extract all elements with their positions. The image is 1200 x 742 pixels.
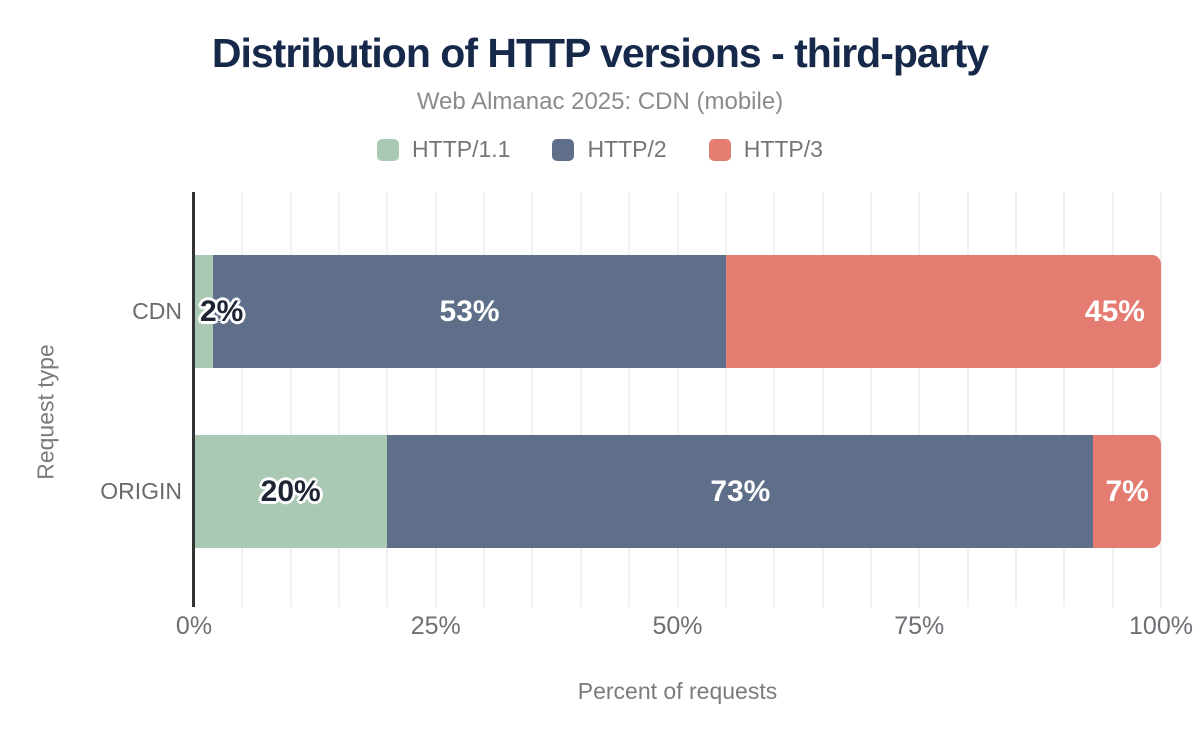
- legend-swatch-icon: [708, 138, 731, 161]
- gridline-15: [338, 192, 341, 607]
- gridline-95: [1111, 192, 1114, 607]
- bar-value-label: 7%: [1105, 474, 1149, 508]
- legend-swatch-icon: [552, 138, 575, 161]
- gridline-90: [1063, 192, 1066, 607]
- gridline-20: [386, 192, 389, 607]
- bar-segment-origin-http-2: 73%: [387, 435, 1094, 548]
- gridline-45: [628, 192, 631, 607]
- legend-label: HTTP/1.1: [412, 136, 511, 162]
- bar-segment-cdn-http-2: 53%: [213, 255, 726, 368]
- y-axis-line: [192, 192, 195, 607]
- bar-value-label: 45%: [1084, 294, 1145, 328]
- plot-area: 2% 53% 45% 20% 73% 7%: [192, 192, 1162, 607]
- gridline-35: [531, 192, 534, 607]
- x-tick-label-75: 75%: [894, 612, 945, 640]
- gridline-5: [241, 192, 244, 607]
- chart-subtitle: Web Almanac 2025: CDN (mobile): [416, 88, 784, 115]
- bar-segment-cdn-http-1-1: 2%: [194, 255, 243, 368]
- gridline-50: [676, 192, 679, 607]
- gridline-40: [579, 192, 582, 607]
- gridline-10: [289, 192, 292, 607]
- gridline-100: [1160, 192, 1162, 607]
- gridline-80: [966, 192, 969, 607]
- bar-value-label: 20%: [260, 474, 321, 508]
- bar-row-origin: 20% 73% 7%: [194, 435, 1161, 548]
- legend-label: HTTP/2: [587, 136, 667, 162]
- bar-row-cdn: 2% 53% 45%: [194, 255, 1161, 368]
- x-tick-label-25: 25%: [410, 612, 461, 640]
- x-axis-title: Percent of requests: [577, 678, 778, 704]
- legend-item-http-3: HTTP/3: [708, 136, 823, 163]
- x-tick-label-100: 100%: [1129, 612, 1193, 640]
- y-axis-title: Request type: [32, 344, 59, 480]
- x-tick-label-50: 50%: [652, 612, 703, 640]
- bar-value-label: 53%: [439, 294, 500, 328]
- bar-segment-cdn-http-3: 45%: [725, 255, 1161, 368]
- legend-label: HTTP/3: [743, 136, 823, 162]
- gridline-60: [773, 192, 776, 607]
- y-category-label-origin: ORIGIN: [100, 478, 182, 504]
- gridline-65: [821, 192, 824, 607]
- legend-swatch-icon: [377, 138, 400, 161]
- gridline-25: [434, 192, 437, 607]
- gridline-70: [869, 192, 872, 607]
- bar-segment-origin-http-1-1: 20%: [194, 435, 388, 548]
- bar-value-label: 73%: [710, 474, 771, 508]
- legend: HTTP/1.1 HTTP/2 HTTP/3: [0, 136, 1200, 163]
- y-category-label-cdn: CDN: [132, 298, 182, 324]
- bar-value-label: 2%: [200, 294, 244, 328]
- legend-item-http-1-1: HTTP/1.1: [377, 136, 510, 163]
- x-tick-label-0: 0%: [175, 612, 213, 640]
- legend-item-http-2: HTTP/2: [552, 136, 667, 163]
- gridline-30: [483, 192, 486, 607]
- chart-title: Distribution of HTTP versions - third-pa…: [211, 30, 989, 76]
- gridline-75: [918, 192, 921, 607]
- bar-segment-origin-http-3: 7%: [1093, 435, 1161, 548]
- gridline-55: [724, 192, 727, 607]
- gridline-85: [1014, 192, 1017, 607]
